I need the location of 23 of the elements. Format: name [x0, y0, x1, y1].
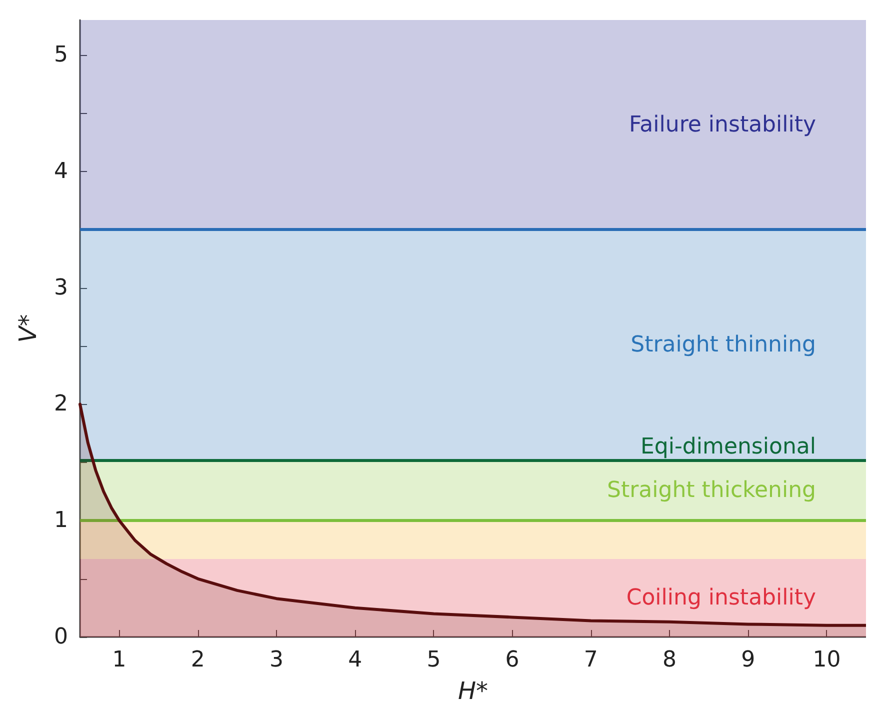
- band-label: Failure instability: [629, 112, 816, 138]
- y-tick-label: 1: [54, 508, 68, 534]
- x-tick-label: 6: [505, 648, 520, 672]
- x-tick-label: 4: [348, 648, 362, 672]
- y-tick-label: 3: [54, 275, 68, 300]
- x-tick-label: 1: [112, 648, 126, 672]
- band-label: Coiling instability: [626, 586, 816, 610]
- x-tick-label: 2: [190, 648, 205, 672]
- x-tick-label: 5: [426, 648, 441, 672]
- x-tick-label: 3: [270, 648, 284, 672]
- x-axis-title: H*: [458, 677, 488, 705]
- band-label: Straight thickening: [607, 478, 816, 503]
- y-tick-label: 2: [54, 392, 68, 417]
- x-tick-label: 8: [662, 648, 676, 672]
- x-tick-label: 10: [812, 648, 841, 672]
- y-tick-label: 0: [54, 624, 68, 650]
- y-axis-title: V*: [14, 314, 42, 343]
- y-tick-label: 4: [54, 158, 68, 184]
- band-label: Straight thinning: [630, 332, 816, 358]
- x-tick-label: 9: [741, 648, 756, 672]
- ref-line-label: Eqi-dimensional: [640, 434, 816, 460]
- y-tick-label: 5: [54, 42, 68, 68]
- x-tick-label: 7: [584, 648, 598, 672]
